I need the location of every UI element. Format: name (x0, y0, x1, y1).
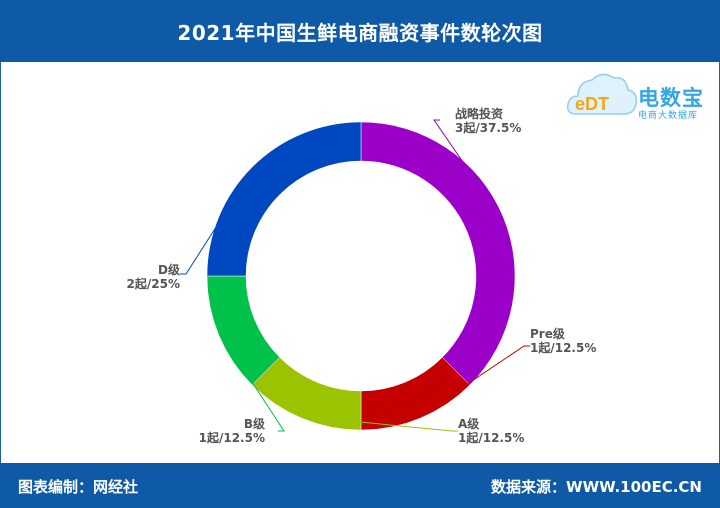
donut-chart: 战略投资3起/37.5%Pre级1起/12.5%A级1起/12.5%B级1起/1… (127, 106, 597, 445)
leader-line (433, 119, 502, 219)
chart-title: 2021年中国生鲜电商融资事件数轮次图 (177, 20, 543, 45)
footer-credit: 图表编制：网经社 (18, 478, 139, 496)
slice-category-label: D级 (158, 262, 180, 277)
brand-logo: eDT 电数宝 电商大数据库 (566, 68, 716, 126)
donut-slice (206, 121, 362, 277)
leader-lines (180, 119, 530, 432)
slice-category-label: B级 (244, 416, 265, 431)
chart-footer: 图表编制：网经社 数据来源：WWW.100EC.CN (0, 463, 720, 508)
chart-header: 2021年中国生鲜电商融资事件数轮次图 (0, 0, 720, 62)
logo-subtitle: 电商大数据库 (638, 111, 699, 121)
leader-line (302, 415, 458, 432)
slice-value-label: 1起/12.5% (458, 430, 524, 445)
donut-slices (206, 121, 516, 431)
leader-line (220, 333, 285, 432)
slice-category-label: Pre级 (530, 326, 565, 341)
slice-value-label: 1起/12.5% (199, 430, 265, 445)
slice-value-label: 1起/12.5% (530, 340, 596, 355)
slice-category-label: 战略投资 (455, 106, 503, 121)
slice-labels: 战略投资3起/37.5%Pre级1起/12.5%A级1起/12.5%B级1起/1… (127, 106, 597, 445)
footer-source: 数据来源：WWW.100EC.CN (491, 478, 702, 496)
cloud-logo-icon: eDT (566, 73, 638, 115)
leader-line (180, 168, 254, 275)
slice-category-label: A级 (458, 416, 479, 431)
leader-line (418, 345, 530, 417)
logo-badge-text: eDT (575, 94, 609, 114)
donut-slice (360, 121, 516, 386)
slice-value-label: 3起/37.5% (455, 120, 521, 135)
logo-title: 电数宝 (638, 86, 704, 110)
slice-value-label: 2起/25% (127, 276, 180, 291)
